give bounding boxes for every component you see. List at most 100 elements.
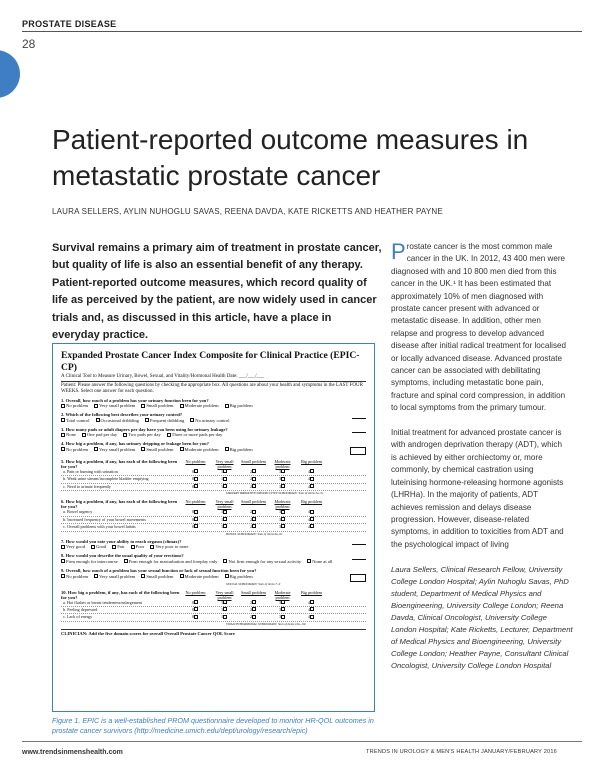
option[interactable]: Small problem xyxy=(141,573,174,582)
grid-cell[interactable]: 0 xyxy=(181,600,210,606)
option[interactable]: Firm enough for masturbation and forepla… xyxy=(123,559,217,565)
option[interactable]: Big problem xyxy=(224,403,253,409)
grid-cell[interactable]: 1 xyxy=(210,509,239,515)
grid-cell[interactable]: 3 xyxy=(268,607,297,613)
grid-cell[interactable]: 2 xyxy=(239,600,268,606)
option[interactable]: One pad per day xyxy=(81,432,117,438)
option[interactable]: Total control xyxy=(61,418,90,424)
grid-cell[interactable]: 3 xyxy=(268,524,297,530)
option[interactable]: Three or more pads per day xyxy=(166,432,222,438)
grid-cell[interactable]: 1 xyxy=(210,524,239,530)
option[interactable]: Poor xyxy=(130,544,144,550)
grid-cell[interactable]: 0 xyxy=(181,614,210,620)
grid-row-label: b. Increased frequency of your bowel mov… xyxy=(63,516,146,522)
option[interactable]: Small problem xyxy=(141,403,174,409)
checkbox-icon xyxy=(310,607,315,612)
grid-cell[interactable]: 0 xyxy=(181,509,210,515)
option[interactable]: None xyxy=(61,432,76,438)
figure-caption: Figure 1. EPIC is a well-established PRO… xyxy=(52,716,374,736)
grid-cell[interactable]: 4 xyxy=(297,509,326,515)
grid-cell[interactable]: 0 xyxy=(181,517,210,523)
score-line xyxy=(352,544,366,546)
grid-cell[interactable]: 2 xyxy=(239,476,268,482)
option[interactable]: Moderate problem xyxy=(179,447,219,455)
grid-cell[interactable]: 0 xyxy=(181,607,210,613)
grid-cell[interactable]: 3 xyxy=(268,509,297,515)
option[interactable]: Moderate problem xyxy=(179,574,219,582)
option[interactable]: Very good xyxy=(61,544,85,550)
grid-cell[interactable]: 2 xyxy=(239,614,268,620)
option[interactable]: Very small problem xyxy=(94,574,135,582)
grid-cell[interactable]: 4 xyxy=(297,517,326,523)
score-box[interactable] xyxy=(350,447,366,456)
grid-cell[interactable]: 4 xyxy=(297,524,326,530)
grid-cell[interactable]: 0 xyxy=(181,476,210,482)
grid-cell[interactable]: 3 xyxy=(268,600,297,606)
grid-cell[interactable]: 4 xyxy=(297,476,326,482)
checkbox-icon xyxy=(94,573,99,578)
grid-cell[interactable]: 2 xyxy=(239,517,268,523)
grid-cell[interactable]: 1 xyxy=(210,600,239,606)
checkbox-icon xyxy=(141,573,146,578)
question-8: 8. How would you describe the usual qual… xyxy=(61,553,366,565)
option[interactable]: Very small problem xyxy=(94,447,135,455)
option[interactable]: No problem xyxy=(61,574,88,582)
grid-cell[interactable]: 1 xyxy=(210,607,239,613)
option[interactable]: Frequent dribbling xyxy=(144,418,184,424)
grid-cell[interactable]: 1 xyxy=(210,614,239,620)
option[interactable]: Moderate problem xyxy=(179,403,219,409)
grid-cell[interactable]: 2 xyxy=(239,469,268,475)
grid-cell[interactable]: 1 xyxy=(210,517,239,523)
grid-header-q10: 10. How big a problem, if any, has each … xyxy=(61,590,366,600)
score-box[interactable] xyxy=(350,573,366,582)
option[interactable]: Not firm enough for any sexual activity xyxy=(223,559,301,565)
author-bio: Laura Sellers, Clinical Research Fellow,… xyxy=(391,565,573,670)
option[interactable]: Small problem xyxy=(141,447,174,455)
grid-cell[interactable]: 1 xyxy=(210,476,239,482)
question-2: 2. Which of the following best describes… xyxy=(61,412,366,424)
option[interactable]: Fair xyxy=(112,544,125,550)
option[interactable]: Very small problem xyxy=(94,403,135,409)
grid-cell[interactable]: 4 xyxy=(297,607,326,613)
grid-cell[interactable]: 4 xyxy=(297,614,326,620)
option[interactable]: Firm enough for intercourse xyxy=(61,559,118,565)
grid-cell[interactable]: 0 xyxy=(181,524,210,530)
grid-cell[interactable]: 3 xyxy=(268,476,297,482)
grid-cell[interactable]: 0 xyxy=(181,469,210,475)
option[interactable]: None at all xyxy=(307,559,332,565)
grid-column-header: No problem xyxy=(185,589,206,595)
grid-cell[interactable]: 3 xyxy=(268,517,297,523)
grid-cell[interactable]: 0 xyxy=(181,484,210,490)
grid-cell[interactable]: 2 xyxy=(239,607,268,613)
grid-cell[interactable]: 3 xyxy=(268,484,297,490)
footer-url[interactable]: www.trendsinmenshealth.com xyxy=(22,749,123,756)
grid-cell[interactable]: 2 xyxy=(239,524,268,530)
option[interactable]: No urinary control xyxy=(190,418,229,424)
option[interactable]: No problem xyxy=(61,447,88,455)
grid-row: c. Need to urinate frequently 0 1 2 3 4 xyxy=(61,484,366,492)
question-text: 10. How big a problem, if any, has each … xyxy=(61,589,180,600)
grid-cell[interactable]: 1 xyxy=(210,469,239,475)
option[interactable]: Very poor to none xyxy=(150,544,188,550)
checkbox-icon xyxy=(94,447,99,452)
checkbox-icon xyxy=(252,599,257,604)
grid-cell[interactable]: 3 xyxy=(268,614,297,620)
form-instructions: Patient: Please answer the following que… xyxy=(61,382,363,394)
grid-cell[interactable]: 4 xyxy=(297,600,326,606)
grid-header-q6: 6. How big a problem, if any, has each o… xyxy=(61,499,366,509)
option[interactable]: Good xyxy=(91,544,106,550)
grid-column-header: Moderate problem xyxy=(274,499,291,510)
grid-cell[interactable]: 4 xyxy=(297,469,326,475)
option[interactable]: Big problem xyxy=(224,574,253,582)
option[interactable]: Occasional dribbling xyxy=(95,418,139,424)
option[interactable]: Big problem xyxy=(224,447,253,455)
grid-cell[interactable]: 2 xyxy=(239,484,268,490)
grid-cell[interactable]: 3 xyxy=(268,469,297,475)
grid-cell[interactable]: 4 xyxy=(297,484,326,490)
checkbox-icon xyxy=(194,509,199,514)
option[interactable]: Two pads per day xyxy=(123,432,161,438)
grid-cell[interactable]: 1 xyxy=(210,484,239,490)
option[interactable]: No problem xyxy=(61,403,88,409)
grid-cell[interactable]: 2 xyxy=(239,509,268,515)
body-paragraph-2: Initial treatment for advanced prostate … xyxy=(391,428,564,549)
